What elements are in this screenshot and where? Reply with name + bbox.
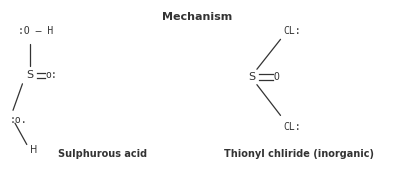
Text: Sulphurous acid: Sulphurous acid xyxy=(58,149,147,159)
Text: O: O xyxy=(274,72,280,82)
Text: S: S xyxy=(249,72,256,82)
Text: S: S xyxy=(26,70,33,80)
Text: Mechanism: Mechanism xyxy=(162,12,232,22)
Text: :O — H: :O — H xyxy=(18,26,53,36)
Text: CL:: CL: xyxy=(284,122,301,131)
Text: o:: o: xyxy=(45,70,57,80)
Text: Thionyl chliride (inorganic): Thionyl chliride (inorganic) xyxy=(225,149,374,159)
Text: :o.: :o. xyxy=(10,115,28,125)
Text: H: H xyxy=(30,146,37,155)
Text: CL:: CL: xyxy=(284,26,301,36)
